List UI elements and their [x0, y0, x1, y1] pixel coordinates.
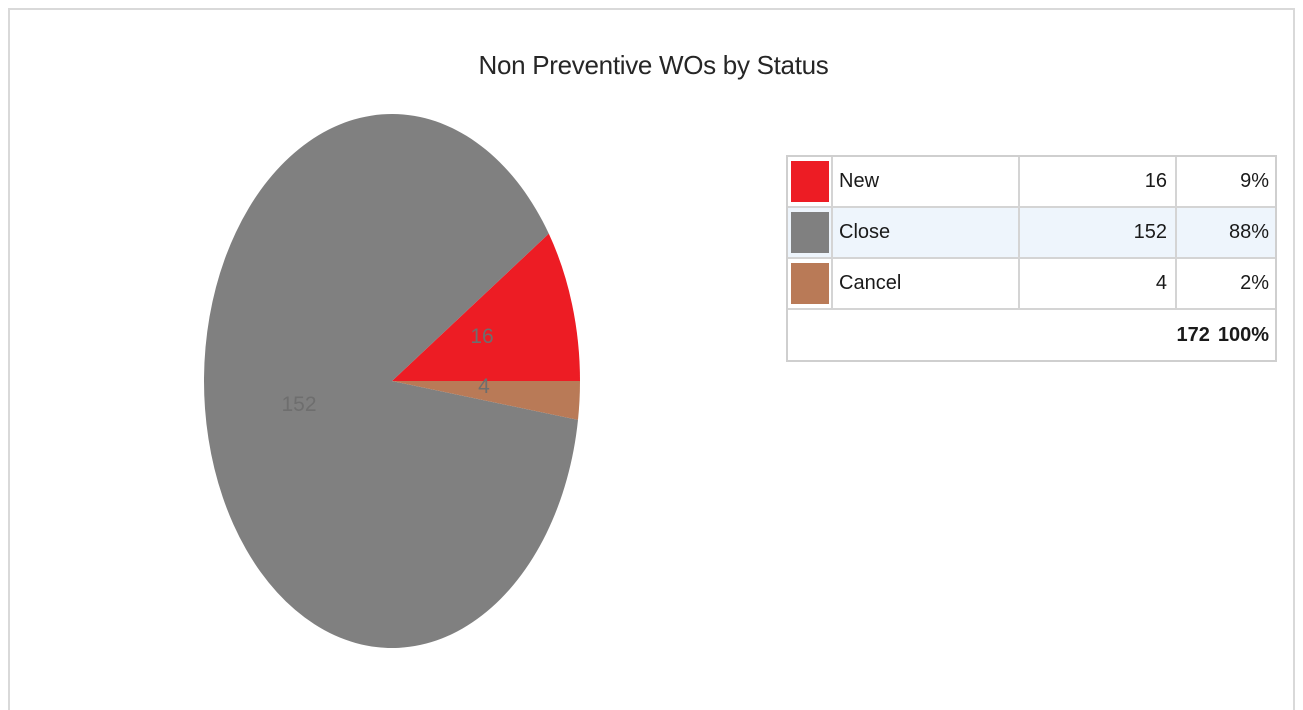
- legend-total-count: 172: [1176, 323, 1210, 346]
- legend-count-close: 152: [1020, 208, 1177, 257]
- pie-slice-cancel[interactable]: [392, 381, 580, 420]
- legend-percent-close: 88%: [1228, 221, 1269, 243]
- chart-title: Non Preventive WOs by Status: [478, 50, 829, 80]
- legend-percent-new: 9%: [1240, 170, 1269, 192]
- legend-swatch-close: [791, 212, 829, 253]
- legend-label-close: Close: [833, 208, 1020, 257]
- pie-data-label-close: 152: [281, 393, 316, 416]
- legend-percent-cancel: 2%: [1240, 272, 1269, 294]
- legend-swatch-new: [791, 161, 829, 202]
- legend-total-spacer: [788, 310, 1093, 360]
- legend-row-cancel[interactable]: Cancel 4 2%: [788, 259, 1275, 310]
- legend-swatch-cancel: [791, 263, 829, 304]
- pie-data-label-new: 16: [470, 325, 493, 348]
- legend-swatch-cell: [788, 259, 833, 308]
- legend-swatch-cell: [788, 157, 833, 206]
- pie-slice-new[interactable]: [392, 233, 580, 381]
- pie-slice-close[interactable]: [203, 114, 578, 649]
- legend-row-new[interactable]: New 16 9%: [788, 157, 1275, 208]
- legend-count-cancel: 4: [1020, 259, 1177, 308]
- legend-row-close[interactable]: Close 152 88%: [788, 208, 1275, 259]
- legend-swatch-cell: [788, 208, 833, 257]
- legend-row-total: 172 100%: [788, 310, 1275, 360]
- legend-label-new: New: [833, 157, 1020, 206]
- legend-total-percent: 100%: [1217, 323, 1269, 346]
- legend-label-cancel: Cancel: [833, 259, 1020, 308]
- legend-table: New 16 9% Close 152 88% Cancel 4 2% 172 …: [786, 155, 1277, 362]
- legend-count-new: 16: [1020, 157, 1177, 206]
- pie-data-label-cancel: 4: [478, 375, 490, 398]
